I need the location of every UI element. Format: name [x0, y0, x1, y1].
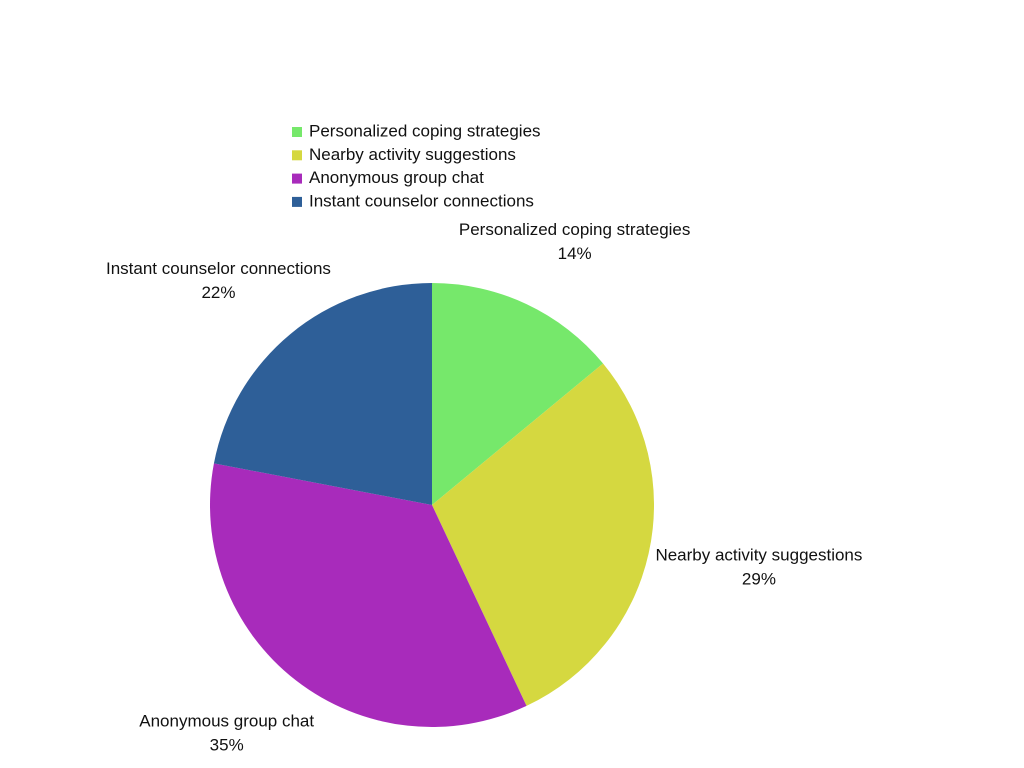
legend-label: Instant counselor connections [309, 191, 534, 210]
pie-slice [432, 283, 604, 505]
pie-slice [213, 283, 432, 505]
slice-value-label: 14% [558, 244, 592, 263]
legend-label: Personalized coping strategies [309, 121, 541, 140]
pie-slice [432, 363, 654, 706]
slice-value-label: 22% [201, 283, 235, 302]
legend-swatch [292, 173, 302, 184]
legend-swatch [292, 196, 302, 207]
legend-label: Nearby activity suggestions [309, 145, 516, 164]
pie-slice [210, 463, 527, 728]
slice-label: Instant counselor connections [106, 259, 331, 278]
slice-value-label: 29% [742, 570, 776, 589]
slice-label: Nearby activity suggestions [655, 546, 862, 565]
legend-swatch [292, 127, 302, 137]
slice-label: Personalized coping strategies [459, 220, 691, 239]
slice-value-label: 35% [210, 736, 244, 755]
legend-swatch [292, 150, 302, 161]
legend-label: Anonymous group chat [309, 168, 484, 187]
slice-label: Anonymous group chat [139, 712, 314, 731]
